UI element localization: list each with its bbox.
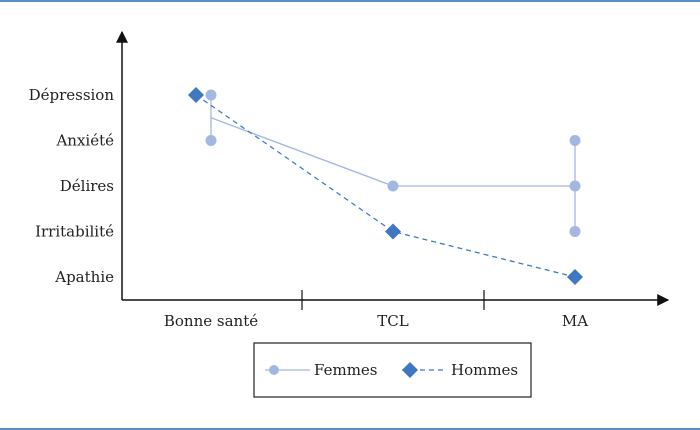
- hommes-point: [188, 87, 204, 103]
- hommes-point: [567, 269, 583, 285]
- femmes-point: [387, 180, 399, 192]
- y-tick-label-apathie: Apathie: [54, 268, 114, 286]
- femmes-line: [210, 117, 575, 187]
- x-tick-label-tcl: TCL: [377, 312, 408, 330]
- hommes-point: [385, 223, 401, 240]
- y-tick-label-anxiete: Anxiété: [55, 132, 114, 150]
- y-tick-labels: Apathie Irritabilité Délires Anxiété Dépress…: [29, 86, 115, 286]
- x-tick-labels: Bonne santé TCL MA: [164, 312, 588, 330]
- legend-femmes-label: Femmes: [314, 361, 378, 379]
- femmes-point: [569, 180, 581, 192]
- x-tick-label-ma: MA: [562, 312, 588, 330]
- legend-hommes-marker: [402, 362, 418, 378]
- hommes-line: [195, 94, 576, 278]
- legend: Femmes Hommes: [253, 342, 532, 398]
- legend-femmes-marker: [269, 365, 279, 375]
- y-tick-label-irritabilite: Irritabilité: [35, 223, 114, 241]
- legend-hommes-label: Hommes: [451, 361, 518, 379]
- femmes-point: [205, 135, 217, 146]
- x-tick-label-bonne-sante: Bonne santé: [164, 312, 258, 330]
- femmes-point: [569, 226, 581, 237]
- femmes-point: [569, 135, 581, 146]
- series-femmes: [205, 89, 581, 237]
- y-tick-label-delires: Délires: [60, 177, 114, 195]
- femmes-point: [205, 89, 217, 101]
- y-tick-label-depression: Dépression: [29, 86, 115, 104]
- series-hommes: [188, 87, 583, 285]
